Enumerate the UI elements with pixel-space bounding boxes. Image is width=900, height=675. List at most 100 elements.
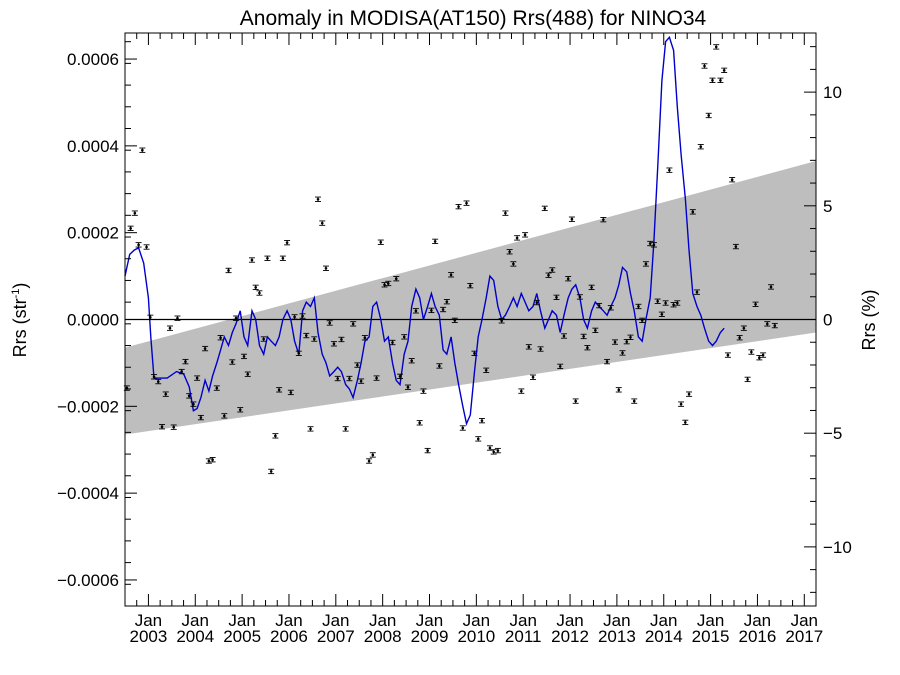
data-point — [674, 300, 681, 306]
data-point — [350, 321, 357, 327]
x-month-label: Jan — [603, 611, 630, 630]
data-point — [279, 255, 286, 261]
data-point — [697, 144, 704, 150]
data-point — [490, 449, 497, 455]
data-point — [342, 426, 349, 432]
chart-title: Anomaly in MODISA(AT150) Rrs(488) for NI… — [240, 7, 707, 30]
x-month-label: Jan — [275, 611, 302, 630]
data-point — [541, 205, 548, 212]
data-point — [209, 457, 216, 463]
data-point — [639, 317, 646, 324]
data-point — [260, 336, 267, 342]
data-point — [229, 359, 236, 365]
data-point — [252, 284, 259, 291]
right-tick-label: −5 — [823, 424, 842, 443]
data-point — [607, 305, 614, 311]
data-point — [451, 317, 458, 324]
data-point — [744, 376, 751, 383]
data-point — [330, 341, 337, 347]
data-point — [584, 345, 591, 351]
data-point — [366, 458, 373, 464]
data-point — [467, 282, 474, 289]
data-point — [498, 318, 505, 324]
data-point — [162, 391, 169, 397]
x-year-label: 2005 — [223, 627, 261, 646]
data-point — [205, 458, 212, 464]
data-point — [506, 249, 513, 255]
data-point — [565, 276, 572, 282]
data-point — [459, 425, 466, 431]
data-point — [483, 367, 490, 373]
data-point — [650, 242, 657, 248]
data-point — [139, 147, 146, 153]
data-point — [276, 387, 283, 393]
data-point — [502, 210, 509, 216]
data-point — [369, 452, 376, 458]
right-tick-label: 0 — [823, 311, 832, 330]
data-point — [174, 315, 181, 321]
data-point — [194, 375, 201, 381]
y-axis-label-right: Rrs (%) — [859, 290, 879, 351]
data-point — [721, 67, 728, 73]
data-point — [627, 334, 634, 340]
data-point — [315, 196, 322, 202]
left-tick-label: −0.0004 — [57, 484, 119, 503]
data-point — [311, 336, 318, 342]
data-point — [424, 447, 431, 454]
data-point — [159, 424, 166, 430]
data-point — [131, 210, 138, 216]
data-point — [713, 44, 720, 50]
data-point — [237, 407, 244, 413]
data-point — [530, 374, 537, 380]
x-year-label: 2011 — [505, 627, 542, 646]
data-point — [471, 350, 478, 357]
right-y-axis: 10 5 0 −5 −10 — [804, 46, 852, 593]
x-month-label: Jan — [135, 611, 162, 630]
data-point — [642, 261, 649, 267]
data-point — [404, 384, 411, 390]
data-point — [295, 350, 302, 357]
data-point — [549, 267, 556, 273]
data-point — [377, 239, 384, 245]
data-point — [334, 375, 341, 382]
x-month-label: Jan — [369, 611, 396, 630]
data-point — [709, 77, 716, 83]
data-point — [572, 398, 579, 404]
x-year-label: 2013 — [598, 627, 636, 646]
data-point — [396, 373, 403, 380]
data-point — [463, 200, 470, 206]
data-point — [486, 445, 493, 451]
data-point — [361, 335, 368, 341]
data-point — [233, 315, 240, 321]
data-point — [736, 335, 743, 341]
data-point — [155, 378, 162, 385]
data-point — [256, 290, 263, 296]
data-point — [568, 216, 575, 222]
data-point — [619, 350, 626, 356]
data-point — [412, 308, 419, 314]
x-year-label: 2004 — [176, 627, 214, 646]
x-year-label: 2017 — [785, 627, 823, 646]
y-axis-label-left: Rrs (str-1) — [10, 283, 30, 358]
data-point — [385, 280, 392, 287]
data-point — [393, 276, 400, 282]
data-point — [654, 298, 661, 304]
data-point — [197, 414, 204, 421]
data-point — [213, 385, 220, 391]
data-point — [537, 346, 544, 352]
data-point — [147, 314, 154, 320]
data-point — [225, 267, 232, 274]
data-point — [420, 388, 427, 394]
left-tick-label: 0.0002 — [67, 224, 119, 243]
x-year-label: 2010 — [457, 627, 495, 646]
data-point — [635, 303, 642, 310]
data-point — [612, 339, 619, 345]
x-month-label: Jan — [322, 611, 349, 630]
data-point — [701, 63, 708, 69]
data-point — [592, 327, 599, 334]
x-year-label: 2015 — [692, 627, 730, 646]
right-tick-label: 10 — [823, 83, 842, 102]
data-point — [322, 265, 329, 271]
x-year-label: 2006 — [270, 627, 308, 646]
